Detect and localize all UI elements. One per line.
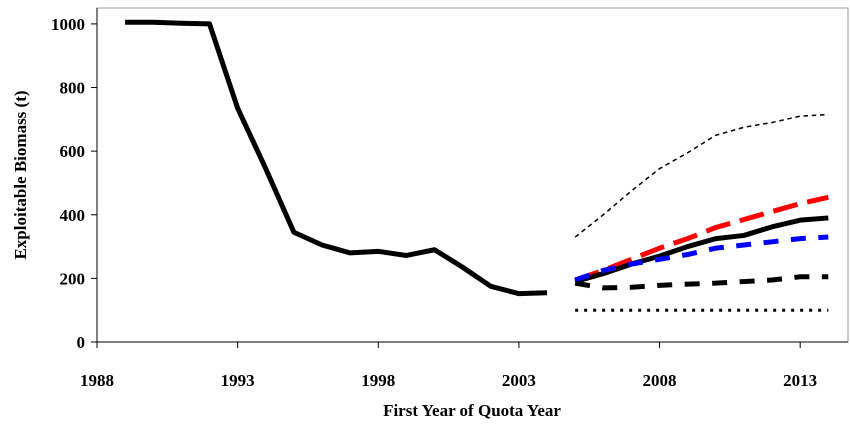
series-line (574, 194, 829, 283)
x-tick-label: 1998 (361, 371, 395, 390)
series-line (574, 113, 829, 238)
x-tick-label: 2008 (643, 371, 677, 390)
y-tick-label: 200 (60, 269, 86, 288)
x-tick-label: 2003 (502, 371, 536, 390)
y-tick-label: 0 (77, 333, 86, 352)
y-tick-label: 400 (60, 206, 86, 225)
x-tick-label: 1988 (80, 371, 114, 390)
x-tick-label: 2013 (783, 371, 817, 390)
y-tick-label: 600 (60, 142, 86, 161)
y-tick-label: 800 (60, 79, 86, 98)
y-axis-label: Exploitable Biomass (t) (11, 90, 30, 259)
x-axis-label: First Year of Quota Year (383, 401, 561, 420)
y-tick-label: 1000 (51, 15, 85, 34)
series-line (574, 215, 829, 284)
series-line (125, 19, 548, 297)
plot-frame (96, 7, 849, 343)
x-tick-label: 1993 (221, 371, 255, 390)
series-line (574, 274, 829, 291)
